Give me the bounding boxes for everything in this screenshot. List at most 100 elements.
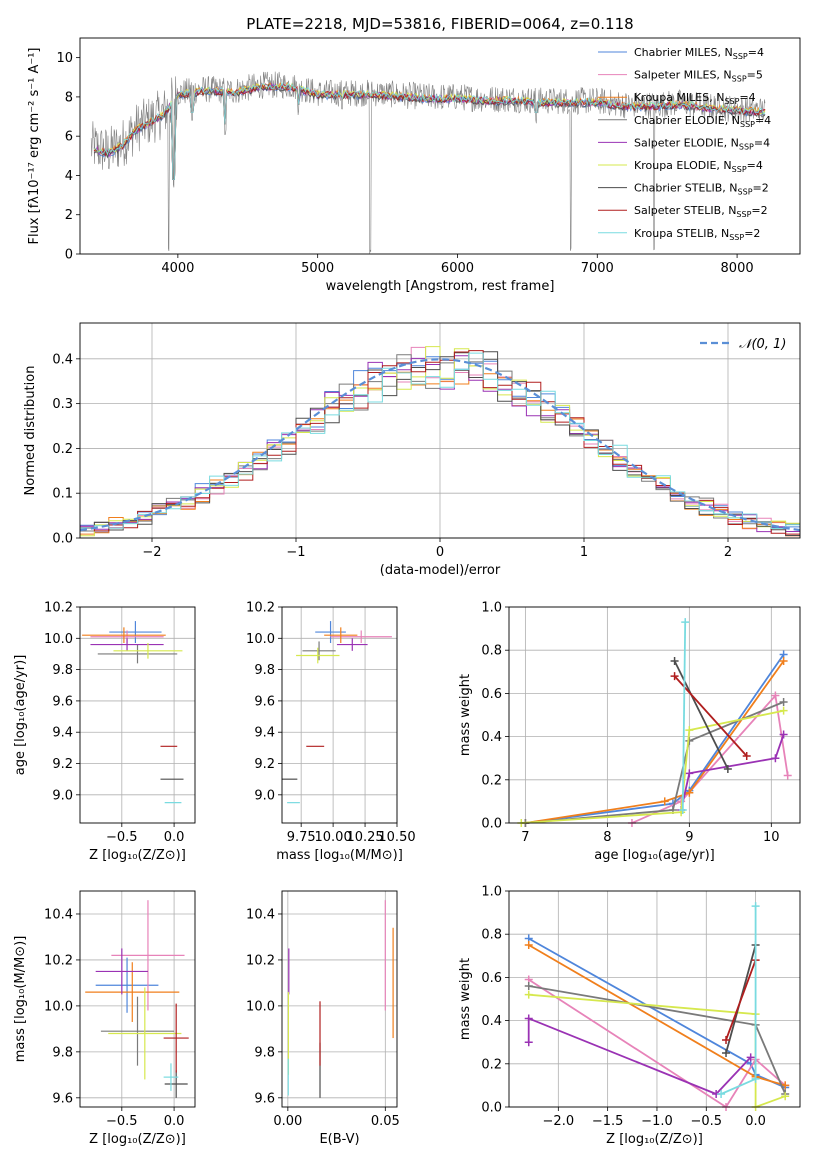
y-tick-label: 0.2 — [481, 773, 502, 788]
weight-vs-Z-plot-area — [524, 902, 790, 1111]
model-spectrum-line — [93, 81, 766, 180]
x-tick-label: −0.5 — [690, 1114, 722, 1129]
y-tick-label: 9.4 — [52, 726, 73, 741]
y-tick-label: 10.0 — [246, 999, 275, 1014]
y-tick-label: 0.8 — [481, 644, 502, 659]
x-tick-label: 7 — [521, 830, 529, 845]
series-line — [680, 734, 785, 811]
y-tick-label: 9.4 — [254, 726, 275, 741]
x-tick-label: −2.0 — [543, 1114, 575, 1129]
legend-label: Chabrier MILES, NSSP=4 — [634, 46, 764, 61]
observed-spectrum-line — [90, 71, 766, 254]
y-tick-label: 10.4 — [44, 907, 73, 922]
series-line — [725, 959, 757, 1041]
x-tick-label: 6000 — [441, 261, 474, 276]
series-marker — [524, 982, 533, 991]
x-tick-label: 8000 — [721, 261, 754, 276]
legend-label: Chabrier STELIB, NSSP=2 — [634, 182, 769, 197]
axes-frame — [79, 890, 196, 1108]
x-tick-label: 0.00 — [273, 1114, 302, 1129]
y-axis-label: Flux [fλ10⁻¹⁷ erg cm⁻² s⁻¹ A⁻¹] — [27, 48, 42, 245]
series-marker — [779, 706, 788, 715]
x-tick-label: 9 — [685, 830, 693, 845]
series-line — [525, 701, 784, 824]
legend-label: 𝒩(0, 1) — [739, 337, 786, 352]
series-marker — [771, 691, 780, 700]
y-tick-label: 1.0 — [481, 885, 502, 900]
x-tick-label: 4000 — [161, 261, 194, 276]
y-tick-label: 0.8 — [481, 928, 502, 943]
y-tick-label: 0.6 — [481, 687, 502, 702]
series-line — [681, 622, 687, 811]
series-line — [673, 675, 748, 757]
series-marker — [783, 771, 792, 780]
x-tick-label: 8 — [603, 830, 611, 845]
y-tick-label: 0.0 — [481, 817, 502, 832]
y-tick-label: 10.2 — [44, 953, 73, 968]
series-marker — [524, 1038, 533, 1047]
weight-vs-age-plot-area — [517, 618, 792, 827]
series-marker — [681, 618, 690, 627]
x-axis-label: wavelength [Angstrom, rest frame] — [326, 279, 555, 294]
y-tick-label: 9.6 — [52, 1091, 73, 1106]
series-marker — [685, 788, 694, 797]
y-tick-label: 0 — [65, 248, 73, 263]
x-axis-label: Z [log₁₀(Z/Z⊙)] — [606, 1132, 703, 1147]
y-tick-label: 10.2 — [246, 953, 275, 968]
y-tick-label: 6 — [65, 130, 73, 145]
axes-frame — [79, 37, 801, 255]
spectrum-legend: Chabrier MILES, NSSP=4 Salpeter MILES, NS… — [598, 46, 771, 242]
x-tick-label: −1.0 — [641, 1114, 673, 1129]
series-line — [525, 653, 785, 824]
normal-curve — [79, 358, 801, 532]
legend-label: Kroupa ELODIE, NSSP=4 — [634, 159, 763, 174]
residual-histogram-panel: −2 −1 0 1 2 0.0 0.1 0.2 0.3 0.4 (data-model)/error… — [23, 322, 801, 578]
mass-vs-Z-panel: −0.5 0.0 9.6 9.8 10.0 10.2 10.4 Z [log₁₀(Z/Z⊙)]… — [13, 890, 196, 1147]
y-tick-label: 10.0 — [44, 632, 73, 647]
x-tick-label: 1 — [580, 545, 588, 560]
series-marker — [722, 1049, 731, 1057]
x-tick-label: 9.75 — [287, 830, 316, 845]
y-tick-label: 9.6 — [254, 694, 275, 709]
y-tick-label: 9.0 — [52, 788, 73, 803]
weight-vs-Z-panel: −2.0 −1.5 −1.0 −0.5 0.0 0.0 0.2 0.4 0.6 0.8 1.0 Z [… — [458, 885, 801, 1147]
x-tick-label: 7000 — [581, 261, 614, 276]
y-tick-label: 0.4 — [481, 1014, 502, 1029]
series-marker — [685, 726, 694, 735]
y-tick-label: 0.2 — [481, 1057, 502, 1072]
series-line — [527, 1017, 752, 1096]
legend-label: Salpeter MILES, NSSP=5 — [634, 69, 763, 84]
histogram-step — [80, 351, 800, 536]
y-tick-label: 9.8 — [52, 1045, 73, 1060]
x-tick-label: 10.00 — [315, 830, 352, 845]
y-tick-label: 1.0 — [481, 601, 502, 616]
x-tick-label: 2 — [724, 545, 732, 560]
ebv-mass-panel: 0.00 0.05 9.6 9.8 10.0 10.2 10.4 E(B-V) — [246, 890, 400, 1147]
histogram-step — [80, 352, 800, 529]
series-line — [673, 660, 729, 770]
age-vs-Z-plot-area — [82, 621, 184, 804]
axes-frame — [79, 322, 801, 539]
age-vs-mass-plot-area — [282, 621, 392, 804]
x-tick-label: −1 — [286, 545, 305, 560]
x-axis-label: Z [log₁₀(Z/Z⊙)] — [89, 1132, 186, 1147]
y-axis-label: age [log₁₀(age/yr)] — [13, 655, 28, 776]
series-marker — [722, 1036, 731, 1045]
series-marker — [670, 672, 679, 681]
series-marker — [742, 752, 751, 761]
model-spectrum-line — [93, 82, 766, 180]
x-tick-label: 10.25 — [346, 830, 383, 845]
y-tick-label: 9.6 — [52, 694, 73, 709]
series-marker — [779, 730, 788, 739]
mass-vs-Z-plot-area — [85, 900, 189, 1098]
series-marker — [670, 657, 679, 665]
y-tick-label: 0.0 — [52, 532, 73, 547]
axes-frame — [79, 606, 196, 824]
y-axis-label: mass [log₁₀(M/M⊙)] — [13, 936, 28, 1063]
x-axis-label: Z [log₁₀(Z/Z⊙)] — [89, 848, 186, 863]
y-tick-label: 10.0 — [44, 999, 73, 1014]
x-tick-label: −0.5 — [106, 1114, 138, 1129]
y-tick-label: 2 — [65, 208, 73, 223]
series-marker — [771, 754, 780, 763]
